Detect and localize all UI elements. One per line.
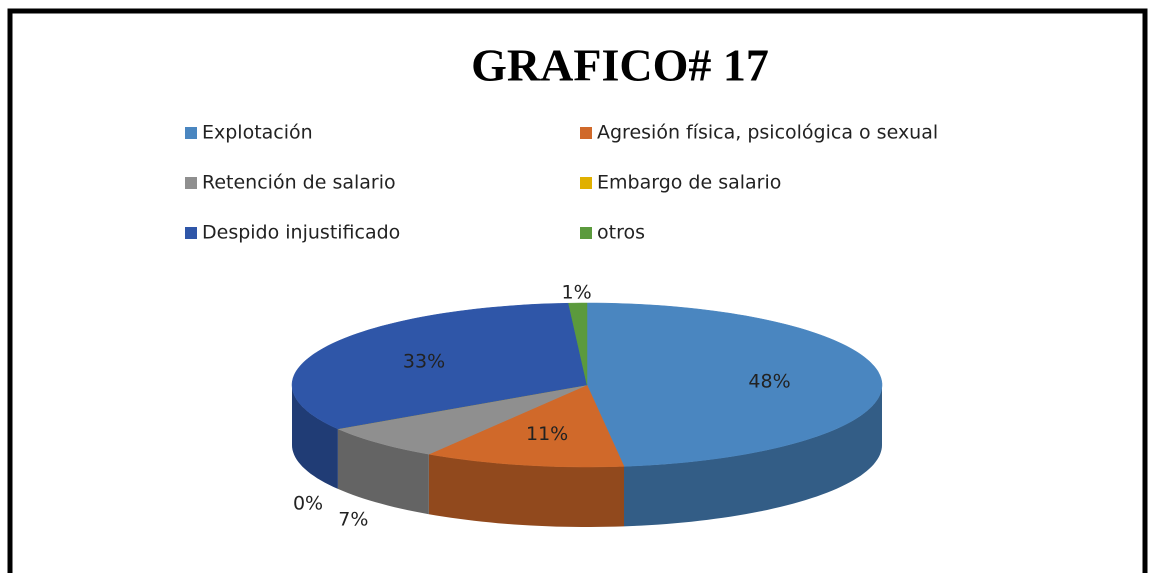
- legend-swatch: [580, 177, 592, 189]
- pie-slice: [428, 384, 625, 468]
- pie-side: [624, 385, 882, 527]
- data-label: 0%: [293, 493, 323, 515]
- pie-side: [337, 428, 429, 515]
- data-label: 33%: [403, 350, 445, 372]
- chart-title: GRAFICO# 17: [471, 40, 769, 91]
- data-label: 1%: [562, 282, 592, 304]
- legend-label: Explotación: [202, 122, 313, 144]
- pie-side: [428, 454, 624, 527]
- pie-slice: [586, 302, 883, 467]
- legend-swatch: [185, 227, 197, 239]
- legend-swatch: [580, 227, 592, 239]
- pie-side: [292, 385, 338, 489]
- legend-swatch: [185, 177, 197, 189]
- data-label: 48%: [748, 370, 790, 392]
- legend-swatch: [580, 127, 592, 139]
- data-label: 7%: [338, 508, 368, 530]
- legend-label: Agresión física, psicológica o sexual: [597, 122, 938, 144]
- legend-label: Embargo de salario: [597, 172, 781, 194]
- legend-label: otros: [597, 222, 645, 244]
- pie-slice: [568, 302, 588, 386]
- pie-slice: [291, 302, 588, 430]
- pie-slice: [337, 384, 588, 455]
- legend-swatch: [185, 127, 197, 139]
- data-label: 11%: [526, 423, 568, 445]
- legend-label: Retención de salario: [202, 172, 396, 194]
- legend-label: Despido injustificado: [202, 222, 400, 244]
